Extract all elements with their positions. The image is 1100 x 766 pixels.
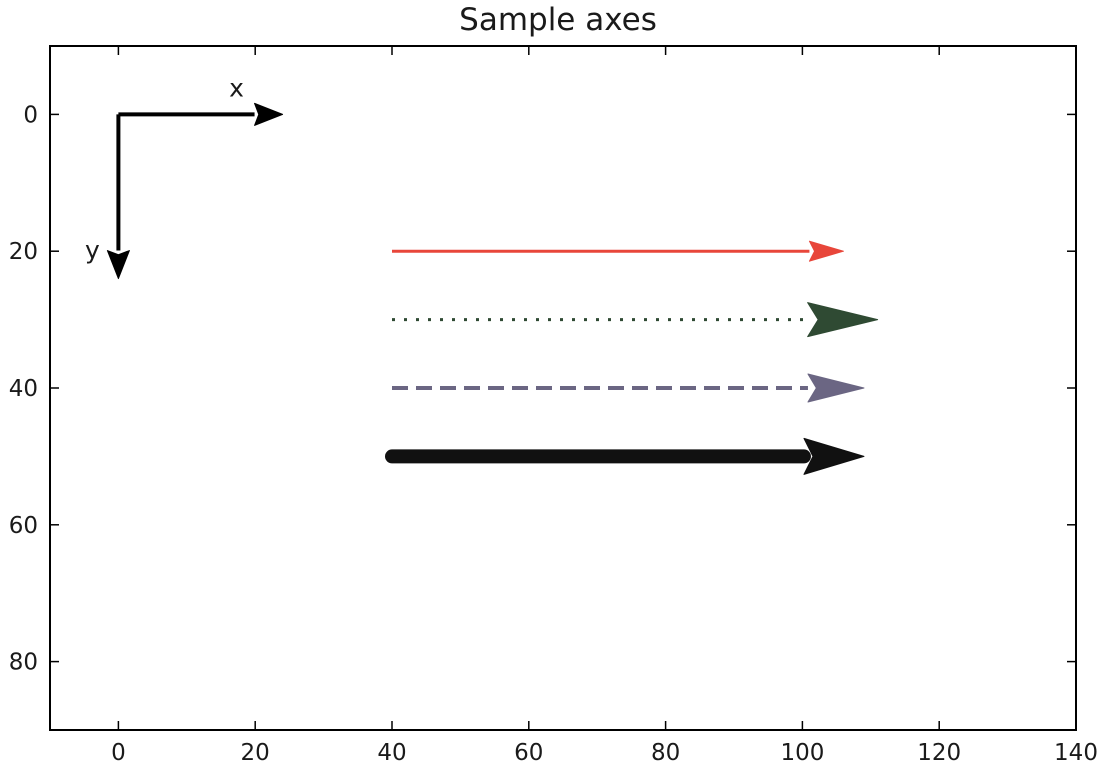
x-tick-label: 100 [780, 740, 824, 766]
axis-annotation-label-y: y [85, 236, 100, 265]
x-tick-label: 80 [651, 740, 680, 766]
data-arrow-3-head [807, 373, 865, 403]
data-arrow-1-head [808, 240, 844, 262]
x-tick-label: 120 [917, 740, 961, 766]
y-tick-label: 0 [23, 102, 38, 128]
chart-marks: xy [85, 73, 879, 475]
x-tick-label: 40 [377, 740, 406, 766]
data-arrow-2 [392, 302, 879, 338]
axis-annotation-arrow-x [118, 102, 284, 126]
data-arrow-1 [392, 240, 844, 262]
y-tick-label: 20 [9, 239, 38, 265]
y-tick-label: 40 [9, 376, 38, 402]
axis-annotation-arrow-y-head [106, 250, 130, 280]
data-arrow-2-head [807, 302, 879, 338]
data-arrow-4-head [803, 437, 865, 475]
axis-annotation-arrow-y [106, 114, 130, 280]
data-arrow-4 [385, 437, 865, 475]
axis-annotation-arrow-x-head [254, 102, 284, 126]
data-arrow-3 [392, 373, 865, 403]
y-tick-label: 80 [9, 650, 38, 676]
y-tick-label: 60 [9, 513, 38, 539]
x-tick-label: 20 [241, 740, 270, 766]
axis-ticks: 0 20 40 60 80 100 120 140 0 20 40 60 80 [9, 46, 1098, 766]
x-tick-label: 0 [111, 740, 126, 766]
axis-annotation-label-x: x [229, 73, 244, 102]
chart-title: Sample axes [459, 2, 657, 38]
x-tick-label: 140 [1054, 740, 1098, 766]
x-tick-label: 60 [514, 740, 543, 766]
